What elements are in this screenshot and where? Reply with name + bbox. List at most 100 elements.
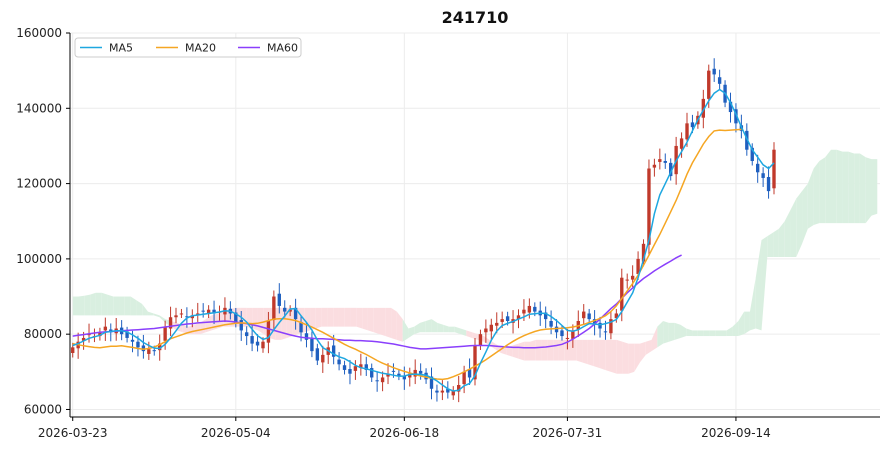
cloud-segment (286, 307, 293, 338)
candle-body (630, 275, 635, 280)
cloud-segment (338, 307, 345, 327)
candle-body (380, 377, 385, 383)
ma5-line (72, 88, 775, 392)
cloud-segment (576, 339, 583, 363)
legend: MA5 MA20 MA60 (74, 37, 302, 58)
candle-body (196, 313, 200, 315)
cloud-segment (402, 319, 409, 342)
cloud-segment (564, 339, 571, 361)
cloud-segment (605, 339, 612, 372)
candle-body (239, 320, 243, 331)
cloud-segment (350, 307, 357, 327)
cloud-segment (611, 339, 617, 374)
candle-body (478, 334, 483, 346)
cloud-segment (692, 330, 698, 337)
candle-body (174, 315, 178, 318)
cloud-segment (379, 307, 386, 337)
cloud-segment (327, 307, 334, 327)
candle-body (554, 326, 559, 333)
cloud-segment (95, 292, 102, 316)
y-tick-label: 140000 (16, 101, 62, 115)
candle-body (451, 390, 455, 396)
cloud-segment (570, 339, 577, 361)
cloud-segment (524, 341, 530, 361)
candle-body (163, 326, 167, 341)
candle-body (543, 312, 548, 320)
cloud-segment (72, 296, 79, 316)
cloud-segment (315, 307, 322, 329)
candle-body (614, 313, 619, 319)
cloud-segment (217, 311, 224, 329)
cloud-segment (859, 153, 866, 224)
candle-body (103, 326, 108, 331)
cloud-segment (373, 307, 380, 335)
cloud-segment (668, 322, 675, 342)
cloud-segment (871, 159, 878, 216)
candle-body (473, 345, 477, 380)
cloud-segment (385, 307, 392, 338)
cloud-segment (356, 307, 363, 329)
cloud-segment (130, 296, 137, 316)
ma60-line (72, 254, 682, 350)
candle-body (255, 341, 260, 346)
candle-body (424, 372, 428, 380)
candle-body (516, 315, 521, 320)
candle-body (391, 370, 396, 372)
candle-body (283, 307, 287, 312)
cloud-segment (431, 319, 438, 333)
cloud-segment (686, 328, 693, 337)
cloud-segment (78, 295, 85, 316)
cloud-segment (848, 151, 855, 224)
cloud-segment (726, 326, 733, 337)
cloud-segment (420, 321, 426, 333)
cloud-segment (483, 336, 490, 346)
candle-body (418, 370, 423, 374)
candle-body (772, 149, 776, 189)
candle-body (266, 321, 271, 343)
candle-body (370, 368, 374, 378)
candle-body (522, 309, 526, 314)
cloud-segment (628, 343, 635, 374)
candle-body (750, 147, 754, 161)
cloud-segment (310, 307, 316, 331)
candle-body (467, 369, 472, 378)
candle-body (244, 332, 249, 337)
cloud-segment (703, 330, 710, 337)
cloud-segment (715, 330, 721, 337)
cloud-segment (645, 339, 652, 355)
cloud-segment (767, 232, 774, 257)
cloud-segment (547, 339, 554, 361)
y-tick-label: 160000 (16, 26, 62, 40)
y-tick-label: 80000 (24, 327, 62, 341)
cloud-segment (90, 292, 96, 316)
candle-body (685, 123, 689, 140)
cloud-segment (518, 341, 525, 361)
candle-body (331, 345, 336, 357)
candle-body (598, 322, 602, 329)
candle-body (484, 328, 488, 333)
candle-body (527, 305, 532, 313)
cloud-segment (634, 343, 640, 372)
cloud-segment (842, 151, 849, 224)
cloud-segment (749, 277, 756, 331)
cloud-segment (593, 339, 600, 369)
cloud-segment (784, 209, 791, 257)
cloud-segment (535, 339, 542, 361)
cloud-segment (460, 328, 467, 337)
candle-body (440, 390, 445, 393)
cloud-segment (396, 311, 403, 342)
cloud-segment (541, 339, 548, 361)
cloud-segment (506, 345, 513, 357)
candle-body (359, 364, 363, 369)
cloud-segment (159, 315, 166, 323)
candle-body (304, 333, 309, 340)
candle-body (766, 177, 771, 192)
y-tick-label: 100000 (16, 252, 62, 266)
cloud-segment (836, 149, 843, 224)
cloud-segment (124, 296, 131, 316)
cloud-segment (472, 332, 478, 340)
cloud-segment (257, 307, 264, 335)
cloud-segment (501, 347, 507, 355)
cloud-segment (854, 153, 860, 224)
cloud-segment (147, 311, 154, 316)
